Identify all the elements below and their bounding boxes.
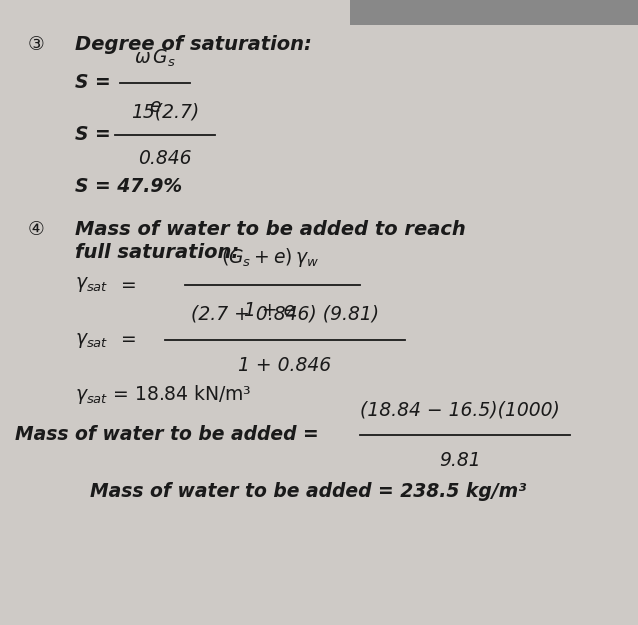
Text: e: e	[149, 97, 161, 116]
Text: $\gamma_{sat}$: $\gamma_{sat}$	[75, 331, 108, 349]
Text: 1 + e: 1 + e	[244, 301, 295, 320]
Text: Mass of water to be added to reach: Mass of water to be added to reach	[75, 220, 466, 239]
Text: Degree of saturation:: Degree of saturation:	[75, 35, 312, 54]
Text: =: =	[120, 331, 136, 349]
Text: $\omega\, G_s$: $\omega\, G_s$	[134, 48, 176, 69]
Text: =: =	[120, 276, 136, 294]
Text: full saturation:: full saturation:	[75, 243, 239, 262]
Text: 15(2.7): 15(2.7)	[131, 102, 199, 121]
Text: Mass of water to be added = 238.5 kg/m³: Mass of water to be added = 238.5 kg/m³	[90, 482, 526, 501]
Text: 0.846: 0.846	[138, 149, 192, 168]
Text: 9.81: 9.81	[439, 451, 481, 470]
Text: ③: ③	[28, 35, 45, 54]
Bar	[350, 0, 638, 25]
Text: $\gamma_{sat}$ = 18.84 kN/m³: $\gamma_{sat}$ = 18.84 kN/m³	[75, 383, 251, 406]
Text: S =: S =	[75, 126, 111, 144]
Text: $(G_s + e)\, \gamma_w$: $(G_s + e)\, \gamma_w$	[221, 246, 319, 269]
Text: (18.84 − 16.5)(1000): (18.84 − 16.5)(1000)	[360, 400, 560, 419]
Text: $\gamma_{sat}$: $\gamma_{sat}$	[75, 276, 108, 294]
Text: S =: S =	[75, 74, 111, 92]
Text: 1 + 0.846: 1 + 0.846	[239, 356, 332, 375]
Text: (2.7 + 0.846) (9.81): (2.7 + 0.846) (9.81)	[191, 305, 379, 324]
Text: S = 47.9%: S = 47.9%	[75, 177, 182, 196]
Text: ④: ④	[28, 220, 45, 239]
Text: Mass of water to be added =: Mass of water to be added =	[15, 426, 319, 444]
